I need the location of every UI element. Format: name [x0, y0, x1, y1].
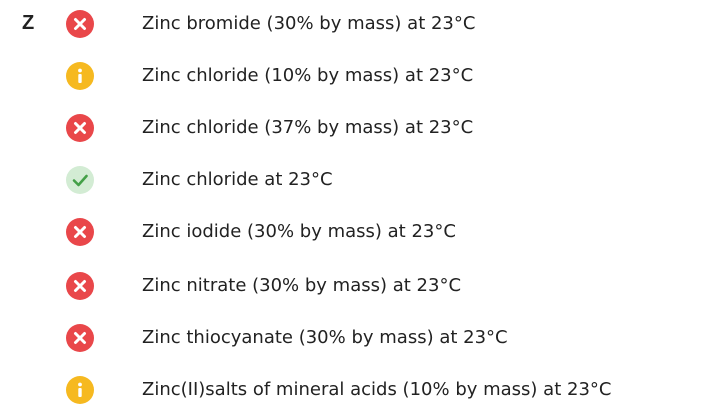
item-text: Zinc(II)salts of mineral acids (10% by m… [142, 379, 612, 400]
item-row: Zinc iodide (30% by mass) at 23°C [0, 218, 712, 248]
status-icon-fail [66, 10, 94, 38]
status-icon-pass [66, 166, 94, 194]
status-icon-limited [66, 62, 94, 90]
item-text: Zinc chloride (10% by mass) at 23°C [142, 65, 474, 86]
item-text: Zinc bromide (30% by mass) at 23°C [142, 13, 476, 34]
status-icon-limited [66, 376, 94, 404]
item-row: Zinc(II)salts of mineral acids (10% by m… [0, 376, 712, 406]
item-text: Zinc nitrate (30% by mass) at 23°C [142, 275, 462, 296]
item-text: Zinc thiocyanate (30% by mass) at 23°C [142, 327, 508, 348]
item-text: Zinc chloride (37% by mass) at 23°C [142, 117, 474, 138]
item-row: Zinc chloride (10% by mass) at 23°C [0, 62, 712, 92]
status-icon-fail [66, 272, 94, 300]
item-row: Zinc nitrate (30% by mass) at 23°C [0, 272, 712, 302]
item-text: Zinc iodide (30% by mass) at 23°C [142, 221, 456, 242]
item-row: Zinc chloride at 23°C [0, 166, 712, 196]
status-icon-fail [66, 324, 94, 352]
status-icon-fail [66, 218, 94, 246]
item-text: Zinc chloride at 23°C [142, 169, 333, 190]
item-row: Zinc chloride (37% by mass) at 23°C [0, 114, 712, 144]
item-row: Zinc bromide (30% by mass) at 23°C [0, 10, 712, 40]
item-row: Zinc thiocyanate (30% by mass) at 23°C [0, 324, 712, 354]
status-icon-fail [66, 114, 94, 142]
section-letter: Z [22, 12, 35, 34]
